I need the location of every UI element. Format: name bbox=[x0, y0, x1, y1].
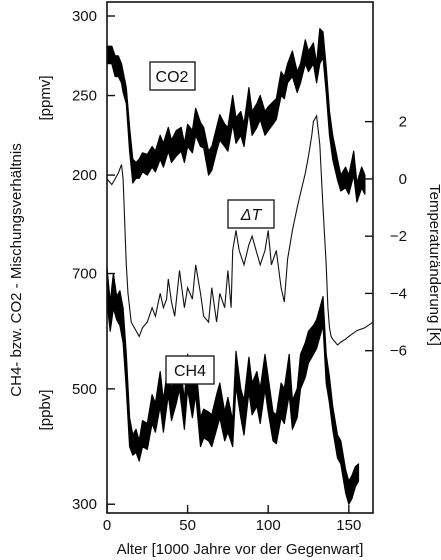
dt-tick-label: −4 bbox=[390, 285, 407, 302]
x-axis-title: Alter [1000 Jahre vor der Gegenwart] bbox=[117, 541, 364, 558]
co2-tick-label: 300 bbox=[72, 8, 97, 25]
x-tick-label: 150 bbox=[336, 517, 361, 534]
x-tick-label: 50 bbox=[179, 517, 196, 534]
temperature-line bbox=[106, 114, 374, 346]
x-tick-label: 0 bbox=[103, 517, 111, 534]
y-axis-title-left: CH4- bzw. CO2 - Mischungsverhältnis bbox=[8, 143, 25, 396]
ch4-label-box: CH4 bbox=[165, 355, 215, 385]
dt-tick-label: 0 bbox=[399, 171, 407, 188]
co2-label-text: CO2 bbox=[156, 69, 189, 86]
dt-tick-label: −2 bbox=[390, 228, 407, 245]
co2-tick-label: 250 bbox=[72, 88, 97, 105]
ch4-tick-label: 700 bbox=[72, 266, 97, 283]
x-tick-label: 100 bbox=[256, 517, 281, 534]
ch4-tick-label: 500 bbox=[72, 381, 97, 398]
ch4-unit-label: [ppbv] bbox=[37, 390, 54, 431]
dt-label-box: ΔT bbox=[227, 199, 275, 229]
ticks-layer: 0 50 100 150 200 250 300 300 500 700 −6 −4 −2 0 2 bbox=[72, 8, 407, 534]
y-axis-title-right: Temperaturänderung [K] bbox=[426, 184, 441, 346]
axes-layer bbox=[106, 1, 374, 514]
plot-frame bbox=[106, 1, 374, 514]
ch4-band bbox=[106, 267, 360, 505]
co2-band bbox=[106, 28, 366, 203]
co2-label-box: CO2 bbox=[149, 61, 196, 91]
dt-tick-label: −6 bbox=[390, 343, 407, 360]
dt-label-text: ΔT bbox=[240, 207, 263, 224]
ch4-label-text: CH4 bbox=[174, 363, 206, 380]
co2-tick-label: 200 bbox=[72, 167, 97, 184]
dt-tick-label: 2 bbox=[399, 114, 407, 131]
co2-unit-label: [ppmv] bbox=[37, 75, 54, 120]
ch4-tick-label: 300 bbox=[72, 496, 97, 513]
series-layer bbox=[106, 28, 374, 505]
